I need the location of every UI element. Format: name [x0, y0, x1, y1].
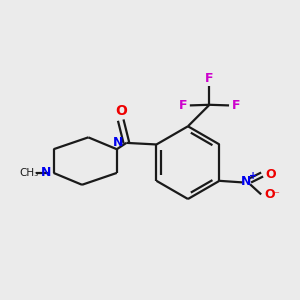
Text: ⁻: ⁻	[274, 190, 280, 200]
Text: CH₃: CH₃	[19, 168, 38, 178]
Text: F: F	[178, 99, 187, 112]
Text: N: N	[241, 175, 251, 188]
Text: O: O	[115, 104, 127, 118]
Text: F: F	[232, 99, 240, 112]
Text: O: O	[264, 188, 275, 201]
Text: F: F	[205, 72, 214, 86]
Text: +: +	[249, 171, 257, 181]
Text: N: N	[40, 167, 51, 179]
Text: N: N	[113, 136, 124, 149]
Text: O: O	[265, 168, 276, 181]
